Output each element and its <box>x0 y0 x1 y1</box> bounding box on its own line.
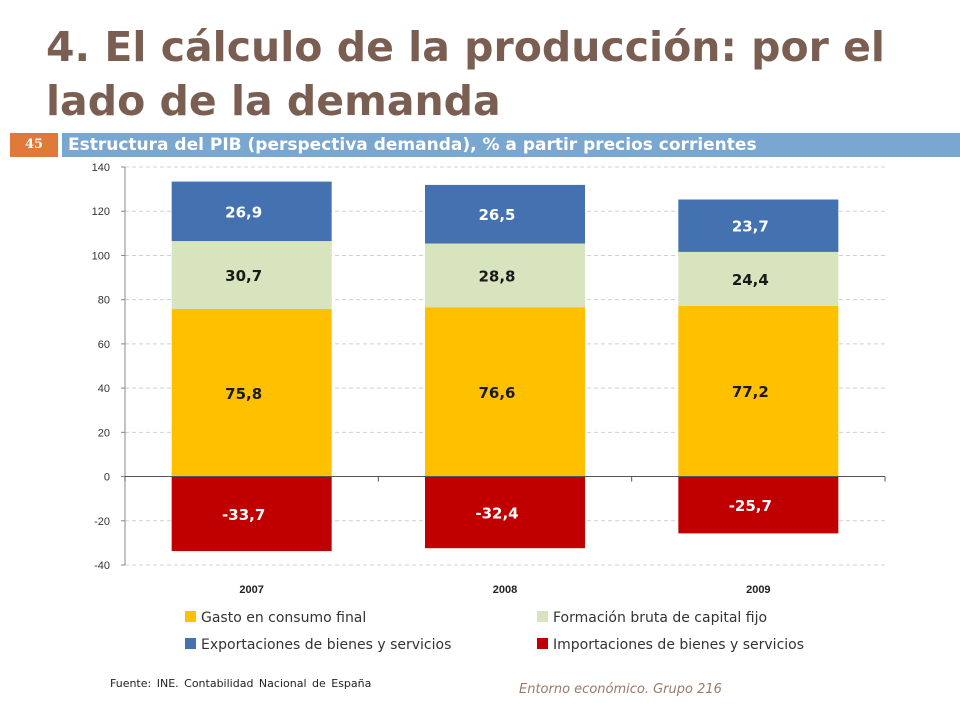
bar-segment <box>425 476 585 549</box>
data-label: 28,8 <box>478 267 515 285</box>
bar-segment <box>171 308 332 477</box>
category-label: 2008 <box>493 584 517 596</box>
subtitle-bar <box>62 133 960 157</box>
data-label: 23,7 <box>732 218 769 236</box>
data-label: -25,7 <box>729 497 772 515</box>
data-label: -32,4 <box>475 504 518 522</box>
y-tick-label: 140 <box>92 162 110 174</box>
page-number: 45 <box>10 133 58 157</box>
category-label: 2007 <box>239 584 263 596</box>
bar-segment <box>678 199 839 252</box>
y-tick-label: 120 <box>92 206 110 218</box>
bar-segment <box>425 243 585 308</box>
data-label: 24,4 <box>732 271 769 289</box>
legend-swatch <box>537 611 548 622</box>
data-label: 75,8 <box>225 385 262 403</box>
footer-note: Entorno económico. Grupo 216 <box>519 682 722 697</box>
bar-segment <box>171 241 332 309</box>
legend-swatch <box>185 638 196 649</box>
source-note: Fuente: INE. Contabilidad Nacional de Es… <box>110 677 372 690</box>
bar-segment <box>425 184 585 244</box>
y-tick-label: -20 <box>94 516 110 528</box>
data-label: -33,7 <box>222 506 265 524</box>
y-tick-label: 0 <box>104 472 110 484</box>
legend-swatch <box>185 611 196 622</box>
data-label: 77,2 <box>732 383 769 401</box>
legend-label: Gasto en consumo final <box>201 610 366 626</box>
y-tick-label: 20 <box>98 427 110 439</box>
data-label: 26,9 <box>225 203 262 221</box>
y-tick-label: -40 <box>94 560 110 572</box>
data-label: 30,7 <box>225 267 262 285</box>
bar-segment <box>678 305 839 477</box>
bar-segment <box>425 307 585 477</box>
category-label: 2009 <box>746 584 770 596</box>
bar-segment <box>171 476 332 552</box>
y-tick-label: 60 <box>98 339 110 351</box>
data-label: 26,5 <box>478 206 515 224</box>
y-tick-label: 40 <box>98 383 110 395</box>
y-tick-label: 80 <box>98 295 110 307</box>
chart-subtitle: Estructura del PIB (perspectiva demanda)… <box>68 135 757 155</box>
legend-swatch <box>537 638 548 649</box>
bar-segment <box>171 181 332 242</box>
bar-segment <box>678 251 839 306</box>
bar-segment <box>678 476 839 534</box>
legend-label: Formación bruta de capital fijo <box>553 610 767 626</box>
slide-title: 4. El cálculo de la producción: por el l… <box>46 23 885 125</box>
legend-label: Importaciones de bienes y servicios <box>553 637 804 653</box>
y-tick-label: 100 <box>92 250 110 262</box>
data-label: 76,6 <box>478 384 515 402</box>
legend-label: Exportaciones de bienes y servicios <box>201 637 451 653</box>
